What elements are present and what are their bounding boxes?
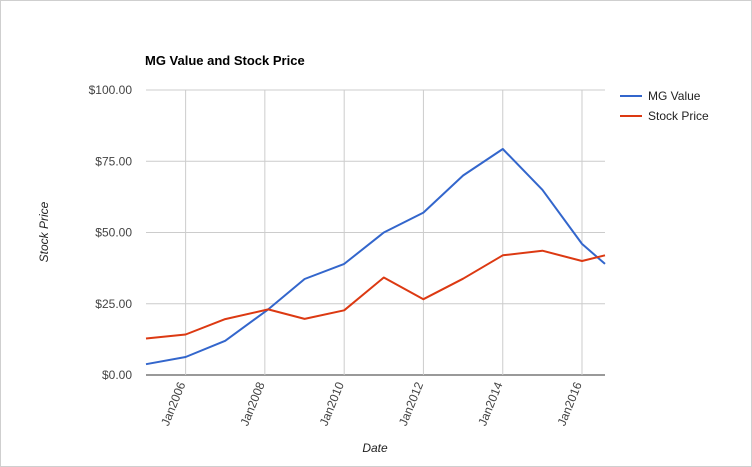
x-tick-label: Jan2006: [158, 380, 188, 428]
gridlines: [146, 89, 605, 376]
x-tick-label: Jan2012: [396, 380, 426, 428]
legend-label-mg-value: MG Value: [648, 89, 701, 103]
x-axis-title: Date: [362, 441, 388, 455]
legend: MG Value Stock Price: [620, 89, 709, 123]
legend-label-stock-price: Stock Price: [648, 109, 709, 123]
x-tick-label: Jan2010: [317, 380, 347, 428]
y-tick-label: $25.00: [95, 297, 132, 311]
series-line-stock-price[interactable]: [145, 249, 606, 340]
y-axis-title: Stock Price: [37, 201, 51, 262]
x-axis-ticks: Jan2006 Jan2008 Jan2010 Jan2012 Jan2014 Jan20…: [158, 380, 585, 428]
x-tick-label: Jan2016: [555, 380, 585, 428]
x-tick-label: Jan2008: [237, 380, 267, 428]
y-tick-label: $0.00: [102, 368, 132, 382]
chart-title: MG Value and Stock Price: [145, 53, 305, 68]
x-tick-label: Jan2014: [475, 380, 505, 428]
series-line-mg-value[interactable]: [145, 148, 606, 366]
y-tick-label: $100.00: [89, 83, 133, 97]
legend-item-mg-value[interactable]: MG Value: [620, 89, 701, 103]
series-lines: [145, 148, 606, 366]
legend-item-stock-price[interactable]: Stock Price: [620, 109, 709, 123]
y-axis-ticks: $0.00 $25.00 $50.00 $75.00 $100.00: [89, 83, 133, 382]
y-tick-label: $50.00: [95, 226, 132, 240]
y-tick-label: $75.00: [95, 154, 132, 168]
